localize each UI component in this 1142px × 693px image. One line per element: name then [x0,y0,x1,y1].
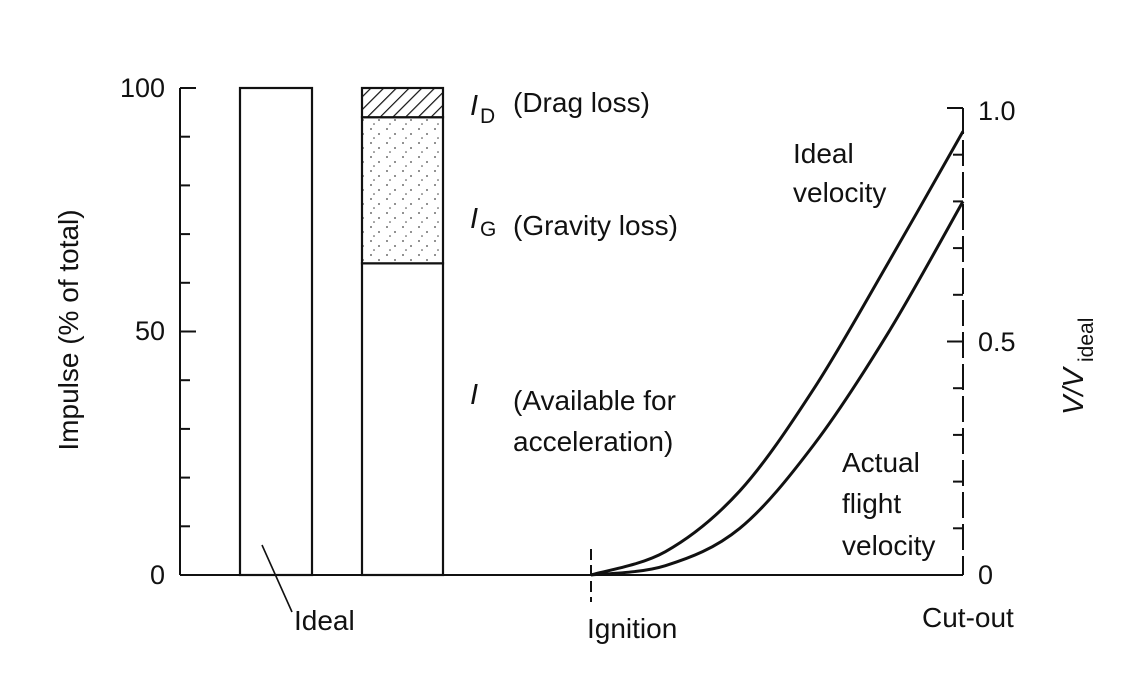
ideal-leader-line [261,544,293,613]
ideal-velocity-label-line2: velocity [793,177,886,208]
gravity-loss-label: I G (Gravity loss) [470,203,678,241]
cutout-label: Cut-out [922,602,1014,633]
available-label: I (Available for acceleration) [470,379,676,457]
actual-velocity-curve [590,200,965,577]
left-tick-label-100: 100 [120,73,165,103]
ignition-label: Ignition [587,613,677,644]
available-symbol: I [470,379,478,411]
gravity-loss-text: (Gravity loss) [513,210,678,241]
gravity-loss-symbol: I [470,203,478,235]
ideal-bar-label: Ideal [294,605,355,636]
drag-loss-subscript: D [480,105,495,128]
bars [238,86,445,577]
left-tick-label-0: 0 [150,560,165,590]
drag-loss-symbol: I [470,90,478,122]
right-axis-label-sub: ideal [1075,318,1098,362]
actual-velocity-label-line3: velocity [842,530,935,561]
drag-loss-label: I D (Drag loss) [470,87,650,128]
left-tick-label-50: 50 [135,316,165,346]
actual-velocity-label-line2: flight [842,488,901,519]
right-axis-label-main: V/V [1058,366,1090,415]
bar-1-segment-1 [360,116,445,265]
right-axis-ticks [947,107,963,576]
velocity-curves [590,130,965,577]
curve-labels: Ideal velocity Actual flight velocity [793,138,935,561]
right-tick-label-0: 0 [978,560,993,590]
bar-0 [238,86,314,577]
actual-velocity-label-line1: Actual [842,447,920,478]
bar-1-segment-2 [360,86,445,119]
right-tick-label-0-5: 0.5 [978,327,1016,357]
left-axis-label: Impulse (% of total) [53,209,84,450]
bar-1-segment-0 [360,262,445,577]
right-tick-label-1: 1.0 [978,96,1016,126]
left-axis: 0 50 100 Impulse (% of total) [53,73,196,590]
ideal-velocity-label-line1: Ideal [793,138,854,169]
available-text-line2: acceleration) [513,426,673,457]
ideal-velocity-curve [590,130,965,577]
bar-0-segment-0 [238,86,314,577]
right-axis: 0 0.5 1.0 V/V ideal [947,96,1098,590]
right-axis-label: V/V ideal [1058,318,1098,415]
segment-labels: I D (Drag loss) I G (Gravity loss) I (Av… [470,87,678,457]
left-axis-ticks [180,87,196,576]
available-text-line1: (Available for [513,385,676,416]
gravity-loss-subscript: G [480,218,496,241]
bar-1 [360,86,445,577]
drag-loss-text: (Drag loss) [513,87,650,118]
